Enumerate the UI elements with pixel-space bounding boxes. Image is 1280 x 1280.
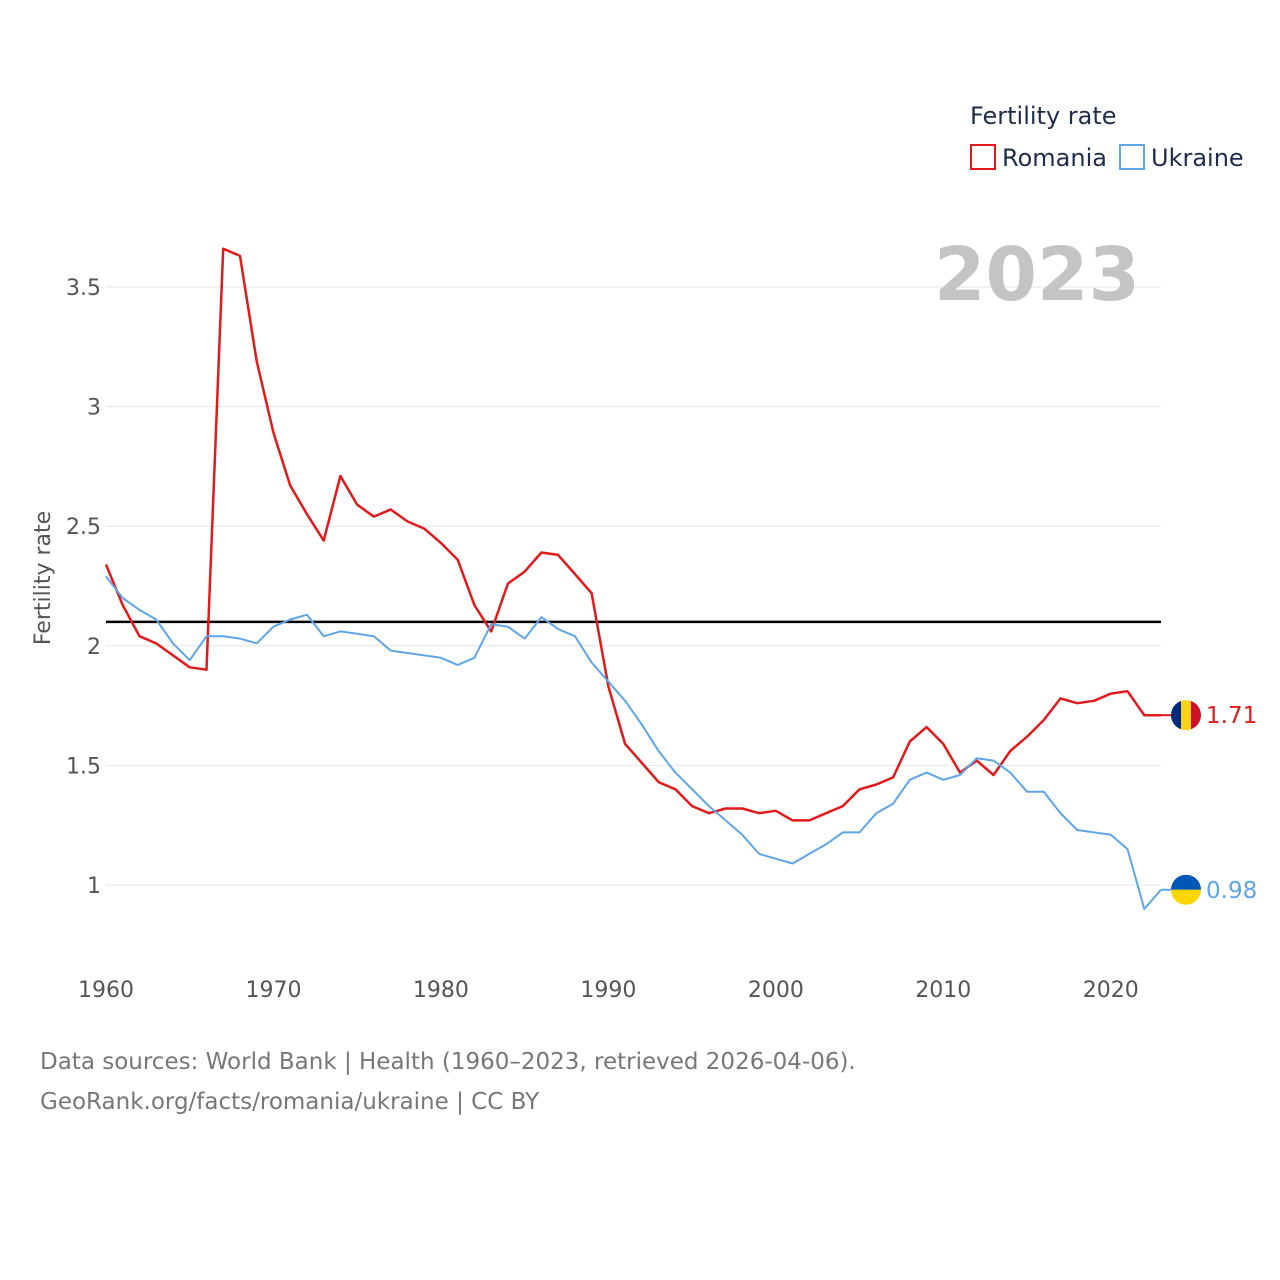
x-tick-label: 1990 (580, 978, 636, 1003)
legend-title: Fertility rate (970, 102, 1117, 130)
romania-flag-icon (1171, 700, 1201, 731)
current-year-badge: 2023 (934, 232, 1140, 318)
x-tick-label: 2000 (748, 978, 804, 1003)
series-line-romania (104, 247, 1161, 822)
x-tick-label: 1960 (78, 978, 134, 1003)
legend-label-ukraine[interactable]: Ukraine (1151, 144, 1244, 172)
legend: Fertility rate Romania Ukraine (970, 102, 1244, 172)
legend-swatch-romania[interactable] (970, 144, 996, 170)
y-tick-label: 2 (87, 635, 101, 660)
data-source-note: Data sources: World Bank | Health (1960–… (40, 1049, 856, 1075)
fertility-rate-chart: 1 1.5 2 2.5 3 3.5 1960 1970 1980 1990 2000 2010 202… (31, 102, 1257, 1003)
y-axis-title: Fertility rate (31, 511, 56, 645)
y-tick-label: 1 (87, 874, 101, 899)
x-tick-label: 2020 (1083, 978, 1139, 1003)
footer: Data sources: World Bank | Health (1960–… (40, 1042, 856, 1122)
y-axis-ticks: 1 1.5 2 2.5 3 3.5 (66, 276, 101, 899)
x-tick-label: 1970 (245, 978, 301, 1003)
y-tick-label: 3.5 (66, 276, 101, 301)
ukraine-flag-icon (1171, 874, 1201, 905)
y-tick-label: 1.5 (66, 754, 101, 779)
legend-swatch-ukraine[interactable] (1119, 144, 1145, 170)
attribution-link[interactable]: GeoRank.org/facts/romania/ukraine | CC B… (40, 1089, 540, 1115)
x-tick-label: 2010 (915, 978, 971, 1003)
romania-end-value: 1.71 (1206, 703, 1257, 729)
series-lines (104, 247, 1172, 910)
x-tick-label: 1980 (413, 978, 469, 1003)
y-tick-label: 2.5 (66, 515, 101, 540)
series-line-ukraine (105, 575, 1162, 910)
y-tick-label: 3 (87, 396, 101, 421)
ukraine-end-value: 0.98 (1206, 878, 1257, 904)
x-axis-ticks: 1960 1970 1980 1990 2000 2010 2020 (78, 978, 1139, 1003)
gridlines (106, 286, 1161, 886)
legend-label-romania[interactable]: Romania (1002, 144, 1107, 172)
